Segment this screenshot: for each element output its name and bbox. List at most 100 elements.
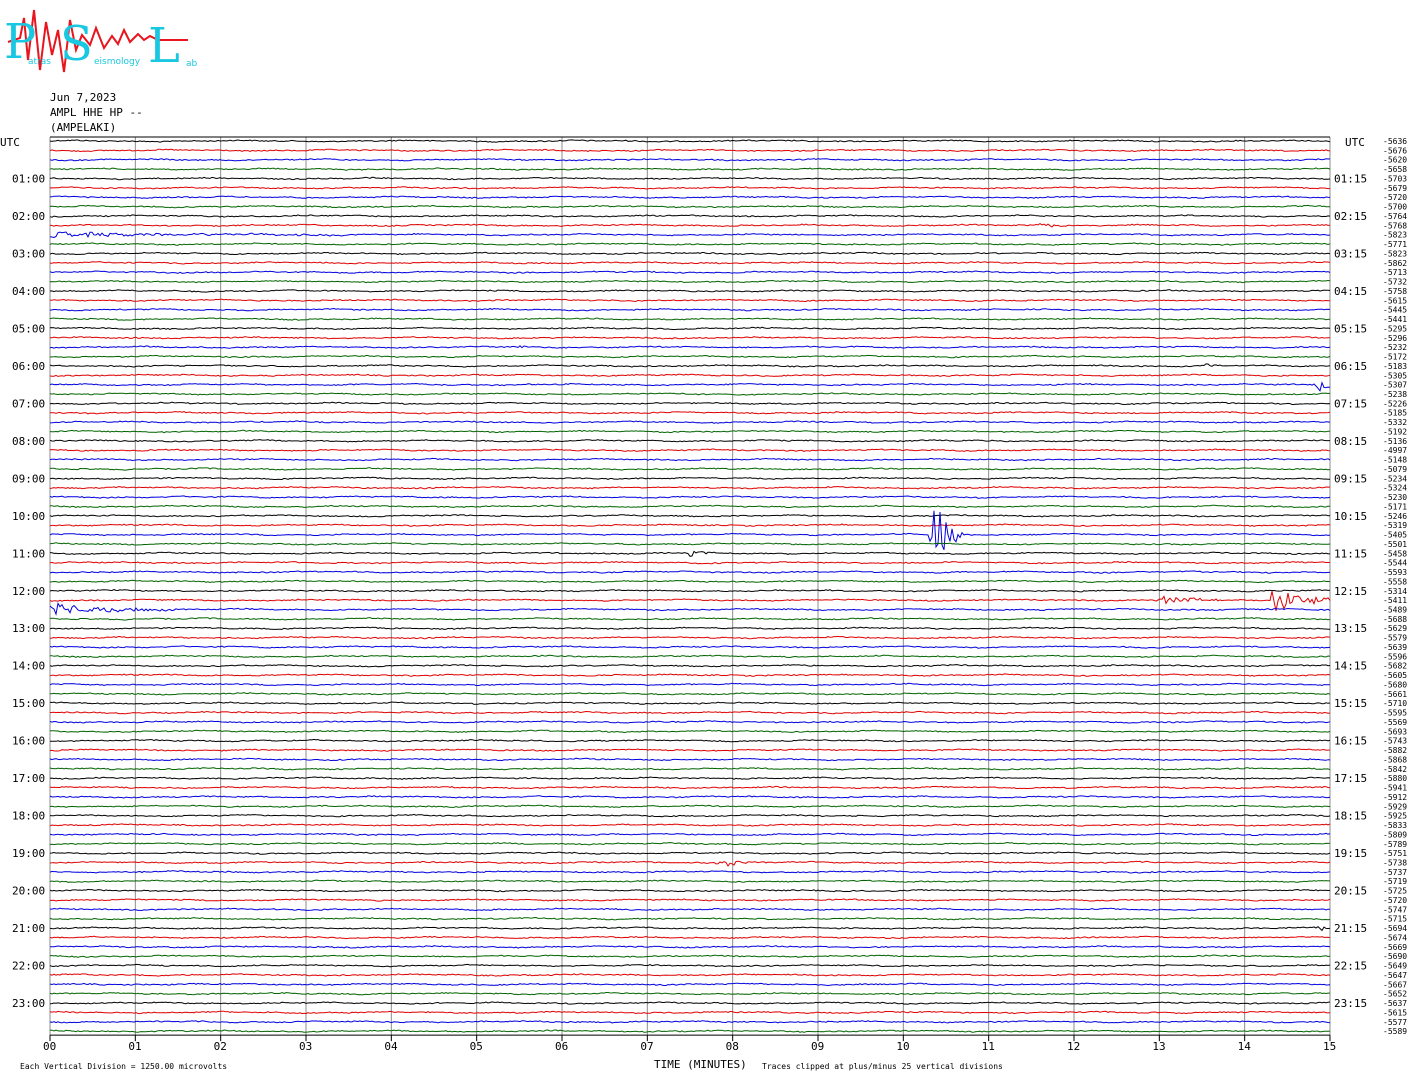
- trace-offset-label: -5558: [1383, 577, 1407, 586]
- trace-offset-label: -5868: [1383, 755, 1407, 764]
- trace-offset-label: -5314: [1383, 587, 1407, 596]
- trace-offset-label: -5737: [1383, 868, 1407, 877]
- hour-label-left: 09:00: [12, 472, 45, 485]
- seismic-trace: [49, 617, 1331, 621]
- trace-offset-label: -5720: [1383, 193, 1407, 202]
- trace-offset-label: -5079: [1383, 465, 1407, 474]
- hour-label-right: 22:15: [1334, 960, 1367, 973]
- trace-offset-label: -5751: [1383, 849, 1407, 858]
- trace-offset-label: -5441: [1383, 315, 1407, 324]
- trace-offset-label: -5230: [1383, 493, 1407, 502]
- trace-offset-label: -5882: [1383, 746, 1407, 755]
- hour-label-right: 08:15: [1334, 435, 1367, 448]
- trace-offset-label: -5501: [1383, 540, 1407, 549]
- trace-offset-label: -5823: [1383, 231, 1407, 240]
- seismic-trace: [49, 251, 1331, 256]
- seismic-trace: [49, 710, 1331, 715]
- trace-offset-label: -5324: [1383, 484, 1407, 493]
- hour-label-left: 21:00: [12, 922, 45, 935]
- seismic-trace: [49, 645, 1331, 649]
- x-tick-label: 15: [1323, 1040, 1336, 1053]
- trace-offset-label: -5405: [1383, 531, 1407, 540]
- seismic-trace: [49, 317, 1331, 321]
- seismic-trace: [49, 270, 1331, 274]
- logo-word-atras: atras: [28, 57, 51, 67]
- seismic-trace: [49, 757, 1331, 762]
- seismic-trace: [50, 898, 1331, 902]
- trace-offset-label: -5690: [1383, 952, 1407, 961]
- footer-clipping-note: Traces clipped at plus/minus 25 vertical…: [762, 1062, 1003, 1071]
- hour-label-left: 07:00: [12, 397, 45, 410]
- hour-label-right: 23:15: [1334, 997, 1367, 1010]
- labels-layer: 00 01 02 03 04 05 06 07 08 09 10 11 12 13 14 15-5636-56…: [12, 137, 1407, 1053]
- seismic-trace: [49, 336, 1330, 340]
- trace-offset-label: -5842: [1383, 765, 1407, 774]
- trace-offset-label: -5768: [1383, 221, 1407, 230]
- x-tick-label: 11: [982, 1040, 995, 1053]
- seismic-trace: [49, 945, 1331, 949]
- trace-offset-label: -5295: [1383, 324, 1407, 333]
- hour-label-right: 09:15: [1334, 472, 1367, 485]
- trace-offset-label: -5238: [1383, 390, 1407, 399]
- hour-label-right: 05:15: [1334, 322, 1367, 335]
- seismic-trace: [49, 795, 1331, 799]
- trace-offset-label: -5183: [1383, 362, 1407, 371]
- seismic-trace: [49, 242, 1331, 246]
- trace-offset-label: -5862: [1383, 259, 1407, 268]
- channel-label: AMPL HHE HP --: [50, 106, 143, 119]
- hour-label-right: 17:15: [1334, 772, 1367, 785]
- trace-offset-label: -5789: [1383, 840, 1407, 849]
- seismic-trace: [49, 870, 1331, 874]
- seismic-trace: [49, 916, 1331, 921]
- seismic-trace: [49, 729, 1331, 734]
- trace-offset-label: -5833: [1383, 821, 1407, 830]
- trace-offset-label: -5411: [1383, 596, 1407, 605]
- x-tick-label: 05: [470, 1040, 483, 1053]
- seismic-trace: [49, 510, 1331, 550]
- hour-label-left: 15:00: [12, 697, 45, 710]
- seismic-trace: [49, 560, 1331, 565]
- seismic-trace: [49, 720, 1331, 724]
- hour-label-left: 01:00: [12, 172, 45, 185]
- trace-offset-label: -5667: [1383, 980, 1407, 989]
- trace-offset-label: -5615: [1383, 1008, 1407, 1017]
- seismic-trace: [50, 907, 1331, 912]
- trace-offset-label: -5605: [1383, 671, 1407, 680]
- trace-offset-label: -5544: [1383, 559, 1407, 568]
- seismic-trace: [49, 457, 1331, 462]
- time-grid: [49, 136, 1331, 1042]
- seismic-trace: [49, 195, 1331, 199]
- seismic-trace: [49, 626, 1330, 630]
- seismic-trace: [49, 476, 1331, 481]
- trace-offset-label: -5332: [1383, 418, 1407, 427]
- seismic-trace: [49, 1020, 1331, 1024]
- x-tick-label: 08: [726, 1040, 739, 1053]
- trace-offset-label: -5747: [1383, 905, 1407, 914]
- seismic-trace: [49, 748, 1331, 752]
- seismic-trace: [49, 176, 1331, 181]
- trace-offset-label: -5713: [1383, 268, 1407, 277]
- seismic-trace: [50, 738, 1331, 743]
- seismic-trace: [49, 673, 1331, 677]
- seismic-trace: [49, 635, 1331, 640]
- hour-label-left: 19:00: [12, 847, 45, 860]
- x-tick-label: 03: [299, 1040, 312, 1053]
- seismic-trace: [49, 345, 1331, 349]
- trace-offset-label: -5136: [1383, 437, 1407, 446]
- trace-offset-label: -5593: [1383, 568, 1407, 577]
- seismic-trace: [49, 223, 1331, 228]
- trace-offset-label: -5636: [1383, 137, 1407, 146]
- x-tick-label: 13: [1152, 1040, 1165, 1053]
- trace-offset-label: -5682: [1383, 662, 1407, 671]
- trace-offset-label: -5694: [1383, 924, 1407, 933]
- seismic-trace: [49, 401, 1331, 406]
- hour-label-right: 14:15: [1334, 660, 1367, 673]
- trace-offset-label: -5596: [1383, 652, 1407, 661]
- trace-offset-label: -5192: [1383, 427, 1407, 436]
- hour-label-right: 10:15: [1334, 510, 1367, 523]
- hour-label-left: 04:00: [12, 285, 45, 298]
- hour-label-right: 18:15: [1334, 810, 1367, 823]
- logo-letter-s: S: [60, 16, 93, 72]
- trace-offset-label: -5319: [1383, 521, 1407, 530]
- hour-label-left: 18:00: [12, 810, 45, 823]
